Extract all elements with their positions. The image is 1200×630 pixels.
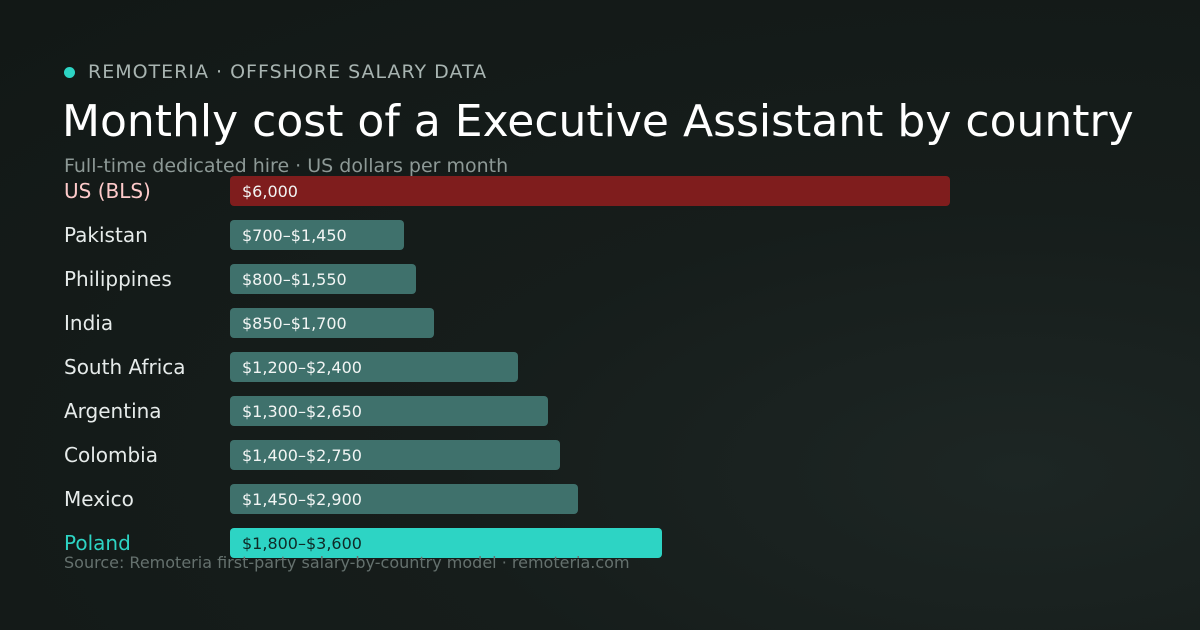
- brand: REMOTERIA · OFFSHORE SALARY DATA: [64, 60, 487, 84]
- chart-title: Monthly cost of a Executive Assistant by…: [62, 96, 1134, 147]
- bar: [230, 264, 416, 294]
- bar-value-label: $700–$1,450: [242, 226, 347, 245]
- category-label: India: [64, 311, 113, 335]
- bar: [230, 396, 548, 426]
- bar-value-label: $1,450–$2,900: [242, 490, 362, 509]
- bar: [230, 484, 578, 514]
- category-label: US (BLS): [64, 179, 151, 203]
- category-label: Pakistan: [64, 223, 148, 247]
- bar-value-label: $1,200–$2,400: [242, 358, 362, 377]
- source-note: Source: Remoteria first-party salary-by-…: [64, 553, 630, 572]
- bar: [230, 176, 950, 206]
- bar: [230, 308, 434, 338]
- bar-value-label: $1,300–$2,650: [242, 402, 362, 421]
- bar-value-label: $6,000: [242, 182, 298, 201]
- category-label: Mexico: [64, 487, 134, 511]
- category-label: Argentina: [64, 399, 162, 423]
- brand-text: REMOTERIA · OFFSHORE SALARY DATA: [88, 61, 488, 83]
- bar-value-label: $1,400–$2,750: [242, 446, 362, 465]
- category-label: Philippines: [64, 267, 172, 291]
- category-label: Colombia: [64, 443, 158, 467]
- bar-value-label: $1,800–$3,600: [242, 534, 362, 553]
- bar-value-label: $850–$1,700: [242, 314, 347, 333]
- bar: [230, 528, 662, 558]
- bar: [230, 440, 560, 470]
- bar-value-label: $800–$1,550: [242, 270, 347, 289]
- chart-subtitle: Full-time dedicated hire · US dollars pe…: [64, 155, 509, 177]
- bar: [230, 220, 404, 250]
- category-label: Poland: [64, 531, 131, 555]
- brand-dot-icon: [64, 66, 75, 78]
- bar: [230, 352, 518, 382]
- category-label: South Africa: [64, 355, 186, 379]
